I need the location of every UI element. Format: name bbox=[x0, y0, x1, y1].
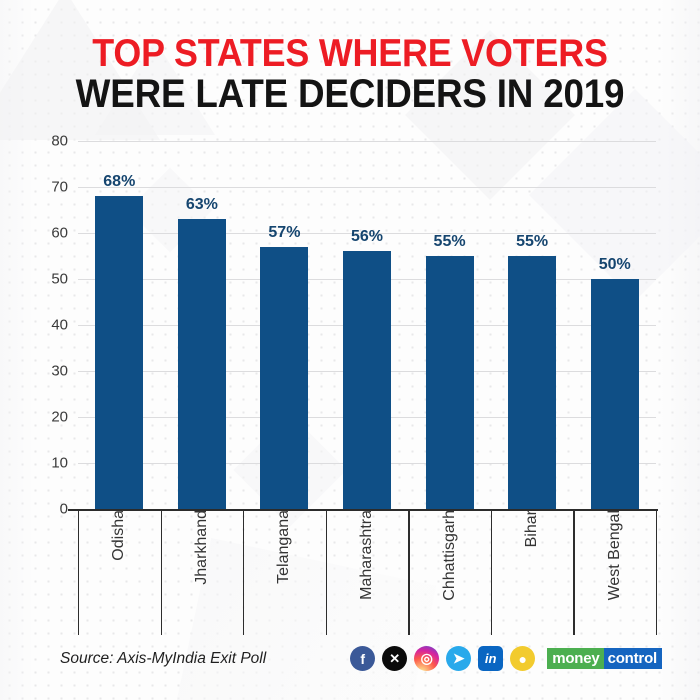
bar-value-label: 57% bbox=[268, 223, 301, 241]
category-label: Maharashtra bbox=[358, 510, 375, 600]
y-axis-tick-label: 0 bbox=[59, 500, 68, 518]
title-line-2: WERE LATE DECIDERS IN 2019 bbox=[75, 72, 625, 116]
chart-title: TOP STATES WHERE VOTERS WERE LATE DECIDE… bbox=[0, 33, 700, 115]
moneycontrol-logo-control: control bbox=[603, 648, 662, 669]
bar[interactable] bbox=[342, 251, 391, 509]
x-twitter-icon[interactable]: ✕ bbox=[382, 646, 408, 671]
bar-slot: 55% bbox=[408, 141, 491, 509]
bar-value-label: 55% bbox=[516, 233, 549, 250]
y-axis-tick-label: 40 bbox=[51, 316, 68, 334]
bars-group: 68% 63% 57% 56% 55% 55% 50% bbox=[78, 141, 656, 509]
category-label: Chhattisgarh bbox=[440, 510, 458, 601]
bar[interactable] bbox=[508, 256, 557, 509]
bar-value-label: 50% bbox=[598, 256, 631, 273]
category-separator bbox=[656, 510, 658, 635]
bar-slot: 50% bbox=[573, 141, 656, 509]
y-axis-tick-label: 30 bbox=[51, 362, 68, 380]
bar-value-label: 55% bbox=[433, 233, 466, 250]
category-separator bbox=[408, 510, 410, 635]
category-separator bbox=[243, 510, 245, 635]
category-label: Bihar bbox=[523, 510, 541, 548]
social-icons-group: f ✕ ◎ ➤ in ● money control bbox=[350, 646, 662, 671]
bar-slot: 68% bbox=[78, 141, 161, 509]
bar-value-label: 63% bbox=[185, 196, 218, 214]
moneycontrol-logo: money control bbox=[547, 648, 662, 669]
moneycontrol-logo-money: money bbox=[547, 648, 604, 669]
source-note: Source: Axis-MyIndia Exit Poll bbox=[60, 650, 267, 667]
bar[interactable] bbox=[590, 279, 639, 509]
bar-value-label: 56% bbox=[350, 228, 383, 246]
facebook-icon[interactable]: f bbox=[350, 646, 376, 671]
y-axis-tick-label: 10 bbox=[51, 454, 68, 472]
footer: Source: Axis-MyIndia Exit Poll f ✕ ◎ ➤ in ● m… bbox=[0, 640, 700, 700]
category-separator bbox=[78, 510, 80, 635]
category-separator bbox=[490, 510, 493, 635]
category-separator bbox=[160, 510, 162, 635]
bar-chart: 0 10 20 30 40 50 60 70 80 68% 63% 57% 56% 55% 55% 50% … bbox=[0, 118, 700, 638]
category-label: Jharkhand bbox=[192, 510, 210, 585]
category-label: West Bengal bbox=[605, 510, 623, 601]
linkedin-icon[interactable]: in bbox=[478, 646, 504, 671]
bar[interactable] bbox=[425, 256, 474, 509]
bar-slot: 55% bbox=[491, 141, 574, 509]
category-separator bbox=[573, 510, 575, 635]
bar-slot: 56% bbox=[326, 141, 409, 509]
category-axis-group: Odisha Jharkhand Telangana Maharashtra Chhat… bbox=[78, 510, 658, 638]
bar-slot: 63% bbox=[161, 141, 244, 509]
bar[interactable] bbox=[260, 246, 309, 509]
category-label: Telangana bbox=[275, 510, 293, 584]
y-axis-tick-label: 50 bbox=[51, 270, 68, 288]
instagram-icon[interactable]: ◎ bbox=[414, 646, 440, 671]
bar-slot: 57% bbox=[243, 141, 326, 509]
y-axis-tick-label: 80 bbox=[51, 132, 68, 150]
bar-value-label: 68% bbox=[103, 173, 136, 191]
category-separator bbox=[325, 510, 327, 635]
bar[interactable] bbox=[95, 196, 144, 509]
y-axis-tick-label: 70 bbox=[51, 178, 68, 196]
y-axis-tick-label: 60 bbox=[51, 224, 68, 242]
bar[interactable] bbox=[177, 219, 226, 509]
y-axis-ticks: 0 10 20 30 40 50 60 70 80 bbox=[0, 133, 68, 518]
y-axis-tick-label: 20 bbox=[51, 408, 68, 426]
koo-icon[interactable]: ● bbox=[510, 646, 536, 671]
title-line-1: TOP STATES WHERE VOTERS bbox=[92, 32, 608, 75]
telegram-icon[interactable]: ➤ bbox=[446, 646, 472, 671]
category-label: Odisha bbox=[110, 510, 128, 561]
